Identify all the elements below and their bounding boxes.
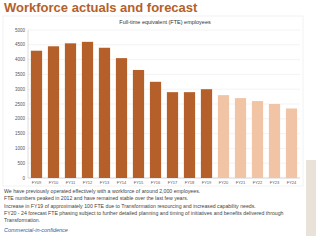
slide-title: Workforce actuals and forecast (4, 0, 198, 15)
bar (235, 98, 246, 178)
note-line: FY20 - 24 forecast FTE phasing subject t… (4, 210, 284, 216)
x-tick-label: FY15 (134, 180, 144, 185)
y-tick-label: 500 (17, 161, 25, 166)
x-tick-label: FY14 (117, 180, 127, 185)
y-tick-label: 2000 (15, 116, 26, 121)
bar (184, 92, 195, 178)
bar (99, 48, 110, 178)
note-line: Increase in FY19 of approximately 100 FT… (4, 203, 256, 209)
bars (31, 42, 297, 178)
y-tick-label: 4000 (15, 57, 26, 62)
x-tick-label: FY11 (66, 180, 76, 185)
footer: Commercial-in-confidence (4, 227, 68, 233)
bar (286, 108, 297, 178)
y-tick-label: 4500 (15, 42, 26, 47)
bar (65, 43, 76, 178)
note: Increase in FY19 of approximately 100 FT… (4, 203, 256, 209)
note-line: Transformation. (4, 217, 40, 223)
x-tick-label: FY16 (151, 180, 161, 185)
bar (133, 70, 144, 178)
bar (269, 104, 280, 178)
y-tick-label: 1500 (15, 131, 26, 136)
x-tick-label: FY24 (287, 180, 297, 185)
note: FTE numbers peaked in 2012 and have rema… (4, 195, 188, 201)
bar (252, 101, 263, 178)
bar (150, 82, 161, 178)
logo-block (306, 160, 316, 236)
y-tick-label: 2500 (15, 102, 26, 107)
y-tick-label: 1000 (15, 146, 26, 151)
bar (218, 95, 229, 178)
bar (82, 42, 93, 178)
bar (116, 58, 127, 178)
bar (48, 46, 59, 178)
x-tick-label: FY12 (83, 180, 93, 185)
grid-line (28, 30, 300, 31)
x-tick-label: FY17 (168, 180, 178, 185)
x-tick-label: FY09 (32, 180, 42, 185)
y-tick-label: 3500 (15, 72, 26, 77)
y-tick-label: 0 (22, 176, 25, 181)
x-tick-label: FY21 (236, 180, 246, 185)
note: FY20 - 24 forecast FTE phasing subject t… (4, 210, 284, 222)
bar (167, 92, 178, 178)
x-tick-label: FY18 (185, 180, 195, 185)
x-tick-label: FY22 (253, 180, 263, 185)
x-tick-label: FY10 (49, 180, 59, 185)
y-tick-label: 3000 (15, 87, 26, 92)
x-tick-label: FY20 (219, 180, 229, 185)
y-tick-label: 5000 (15, 28, 26, 33)
x-tick-label: FY13 (100, 180, 110, 185)
chart-title: Full-time equivalent (FTE) employees (119, 19, 211, 25)
x-tick-label: FY23 (270, 180, 280, 185)
note-line: We have previously operated effectively … (4, 188, 200, 194)
y-axis (28, 30, 29, 178)
bar (31, 51, 42, 178)
bar (201, 89, 212, 178)
x-tick-label: FY19 (202, 180, 212, 185)
note: We have previously operated effectively … (4, 188, 200, 194)
chart-panel (3, 16, 303, 186)
note-line: FTE numbers peaked in 2012 and have rema… (4, 195, 188, 201)
slide: Workforce actuals and forecast Full-time … (0, 0, 316, 236)
